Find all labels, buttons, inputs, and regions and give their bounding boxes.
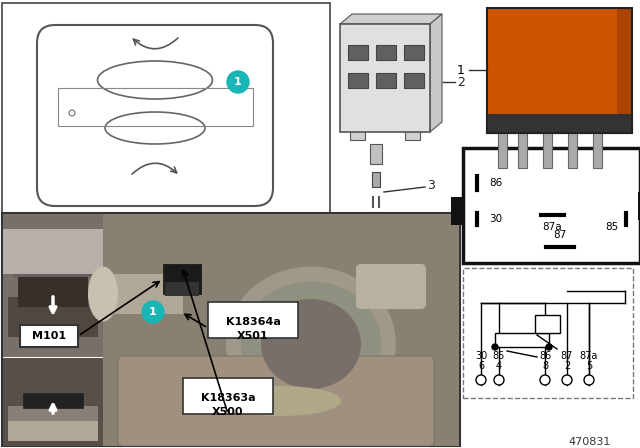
Text: K18364a: K18364a	[225, 317, 280, 327]
Bar	[487, 8, 632, 133]
Bar	[370, 144, 382, 164]
Ellipse shape	[241, 281, 381, 406]
Bar	[208, 302, 298, 338]
Bar	[543, 133, 552, 168]
Text: 30: 30	[475, 351, 487, 361]
Bar	[3, 214, 103, 357]
Circle shape	[227, 71, 249, 93]
Ellipse shape	[226, 267, 396, 422]
Bar	[518, 133, 527, 168]
Circle shape	[494, 375, 504, 385]
Bar	[451, 197, 465, 225]
Text: M101: M101	[32, 331, 66, 341]
Text: X500: X500	[212, 407, 244, 417]
Text: K18363a: K18363a	[201, 393, 255, 403]
FancyBboxPatch shape	[37, 25, 273, 206]
Bar	[348, 73, 368, 88]
Text: 3: 3	[427, 178, 435, 191]
Bar	[617, 8, 632, 133]
Bar	[568, 133, 577, 168]
Bar	[487, 115, 632, 133]
Bar	[163, 264, 201, 294]
Circle shape	[562, 375, 572, 385]
Bar	[13, 255, 93, 277]
Polygon shape	[340, 14, 442, 24]
Bar	[8, 406, 98, 421]
Bar	[340, 24, 430, 132]
Bar	[103, 214, 459, 446]
Circle shape	[540, 375, 550, 385]
Bar	[405, 128, 420, 140]
Text: EO E93 54 0014: EO E93 54 0014	[241, 437, 319, 447]
Text: 1: 1	[457, 64, 465, 77]
Ellipse shape	[88, 267, 118, 322]
Circle shape	[492, 344, 498, 350]
Text: 87: 87	[561, 351, 573, 361]
Bar	[376, 45, 396, 60]
Bar	[103, 274, 183, 314]
Text: 5: 5	[586, 361, 592, 371]
Bar	[487, 8, 632, 133]
Bar	[2, 213, 460, 446]
Text: 2: 2	[457, 76, 465, 89]
Text: 87a: 87a	[580, 351, 598, 361]
Circle shape	[546, 344, 552, 350]
Text: 6: 6	[478, 361, 484, 371]
Ellipse shape	[261, 299, 361, 389]
FancyBboxPatch shape	[118, 356, 434, 446]
FancyBboxPatch shape	[356, 264, 426, 309]
Ellipse shape	[105, 112, 205, 144]
Text: 87a: 87a	[542, 222, 562, 232]
Bar	[593, 133, 602, 168]
Text: X501: X501	[237, 331, 269, 341]
Bar	[2, 3, 330, 213]
Bar	[350, 128, 365, 140]
Bar	[3, 358, 103, 446]
Bar	[18, 277, 88, 307]
Text: 85: 85	[605, 222, 619, 232]
Bar	[463, 268, 633, 398]
Bar	[495, 333, 549, 347]
Bar	[463, 148, 640, 263]
Bar	[535, 315, 560, 333]
Circle shape	[584, 375, 594, 385]
Bar	[165, 282, 199, 296]
Polygon shape	[430, 14, 442, 132]
Bar	[376, 73, 396, 88]
Bar	[638, 192, 640, 220]
Bar	[3, 229, 103, 274]
Bar	[404, 73, 424, 88]
Bar	[8, 421, 98, 441]
Text: 86: 86	[539, 351, 551, 361]
Text: 86: 86	[489, 178, 502, 188]
Text: 1: 1	[234, 77, 242, 87]
Bar	[404, 45, 424, 60]
Text: 85: 85	[493, 351, 505, 361]
Bar	[498, 133, 507, 168]
Circle shape	[476, 375, 486, 385]
Bar	[58, 88, 253, 126]
Text: 1: 1	[149, 307, 157, 317]
Text: 87: 87	[554, 230, 566, 240]
Bar	[183, 378, 273, 414]
Bar	[372, 172, 380, 187]
Ellipse shape	[97, 61, 212, 99]
Text: 4: 4	[496, 361, 502, 371]
Text: 470831: 470831	[569, 437, 611, 447]
Text: 2: 2	[564, 361, 570, 371]
Ellipse shape	[221, 386, 341, 416]
Circle shape	[142, 301, 164, 323]
Bar	[8, 297, 98, 337]
Text: 30: 30	[489, 214, 502, 224]
Text: 8: 8	[542, 361, 548, 371]
Bar	[487, 125, 632, 133]
Bar	[20, 325, 78, 347]
Bar	[23, 393, 83, 408]
Bar	[348, 45, 368, 60]
